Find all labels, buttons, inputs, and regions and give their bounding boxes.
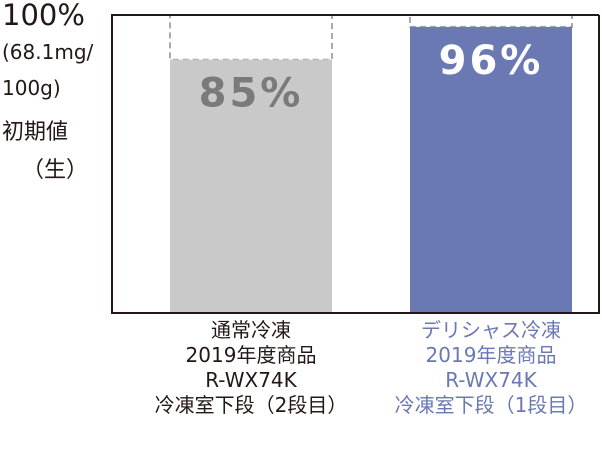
y-label-raw: （生） (22, 158, 89, 183)
y-label-ref2: 100g) (2, 76, 61, 100)
category-line: 通常冷凍 (211, 318, 291, 342)
category-line: 2019年度商品 (185, 343, 317, 367)
bar (170, 59, 332, 314)
category-line: 冷凍室下段（1段目） (394, 393, 588, 417)
bar (410, 26, 572, 313)
category-label-normal: 通常冷凍 2019年度商品 R-WX74K 冷凍室下段（2段目） (131, 318, 371, 418)
category-line: R-WX74K (205, 368, 297, 392)
data-label: 85% (199, 71, 304, 117)
category-label-delicious: デリシャス冷凍 2019年度商品 R-WX74K 冷凍室下段（1段目） (371, 318, 602, 418)
bar-max-outline (169, 14, 333, 61)
data-label: 96% (439, 38, 544, 84)
plot-frame (111, 14, 600, 314)
category-line: デリシャス冷凍 (421, 318, 561, 342)
category-line: 2019年度商品 (425, 343, 557, 367)
category-line: R-WX74K (445, 368, 537, 392)
y-label-ref1: (68.1mg/ (2, 40, 94, 64)
bar-max-outline (409, 14, 573, 28)
y-label-initial: 初期値 (2, 120, 69, 145)
category-line: 冷凍室下段（2段目） (154, 393, 348, 417)
y-label-100: 100% (2, 0, 85, 32)
